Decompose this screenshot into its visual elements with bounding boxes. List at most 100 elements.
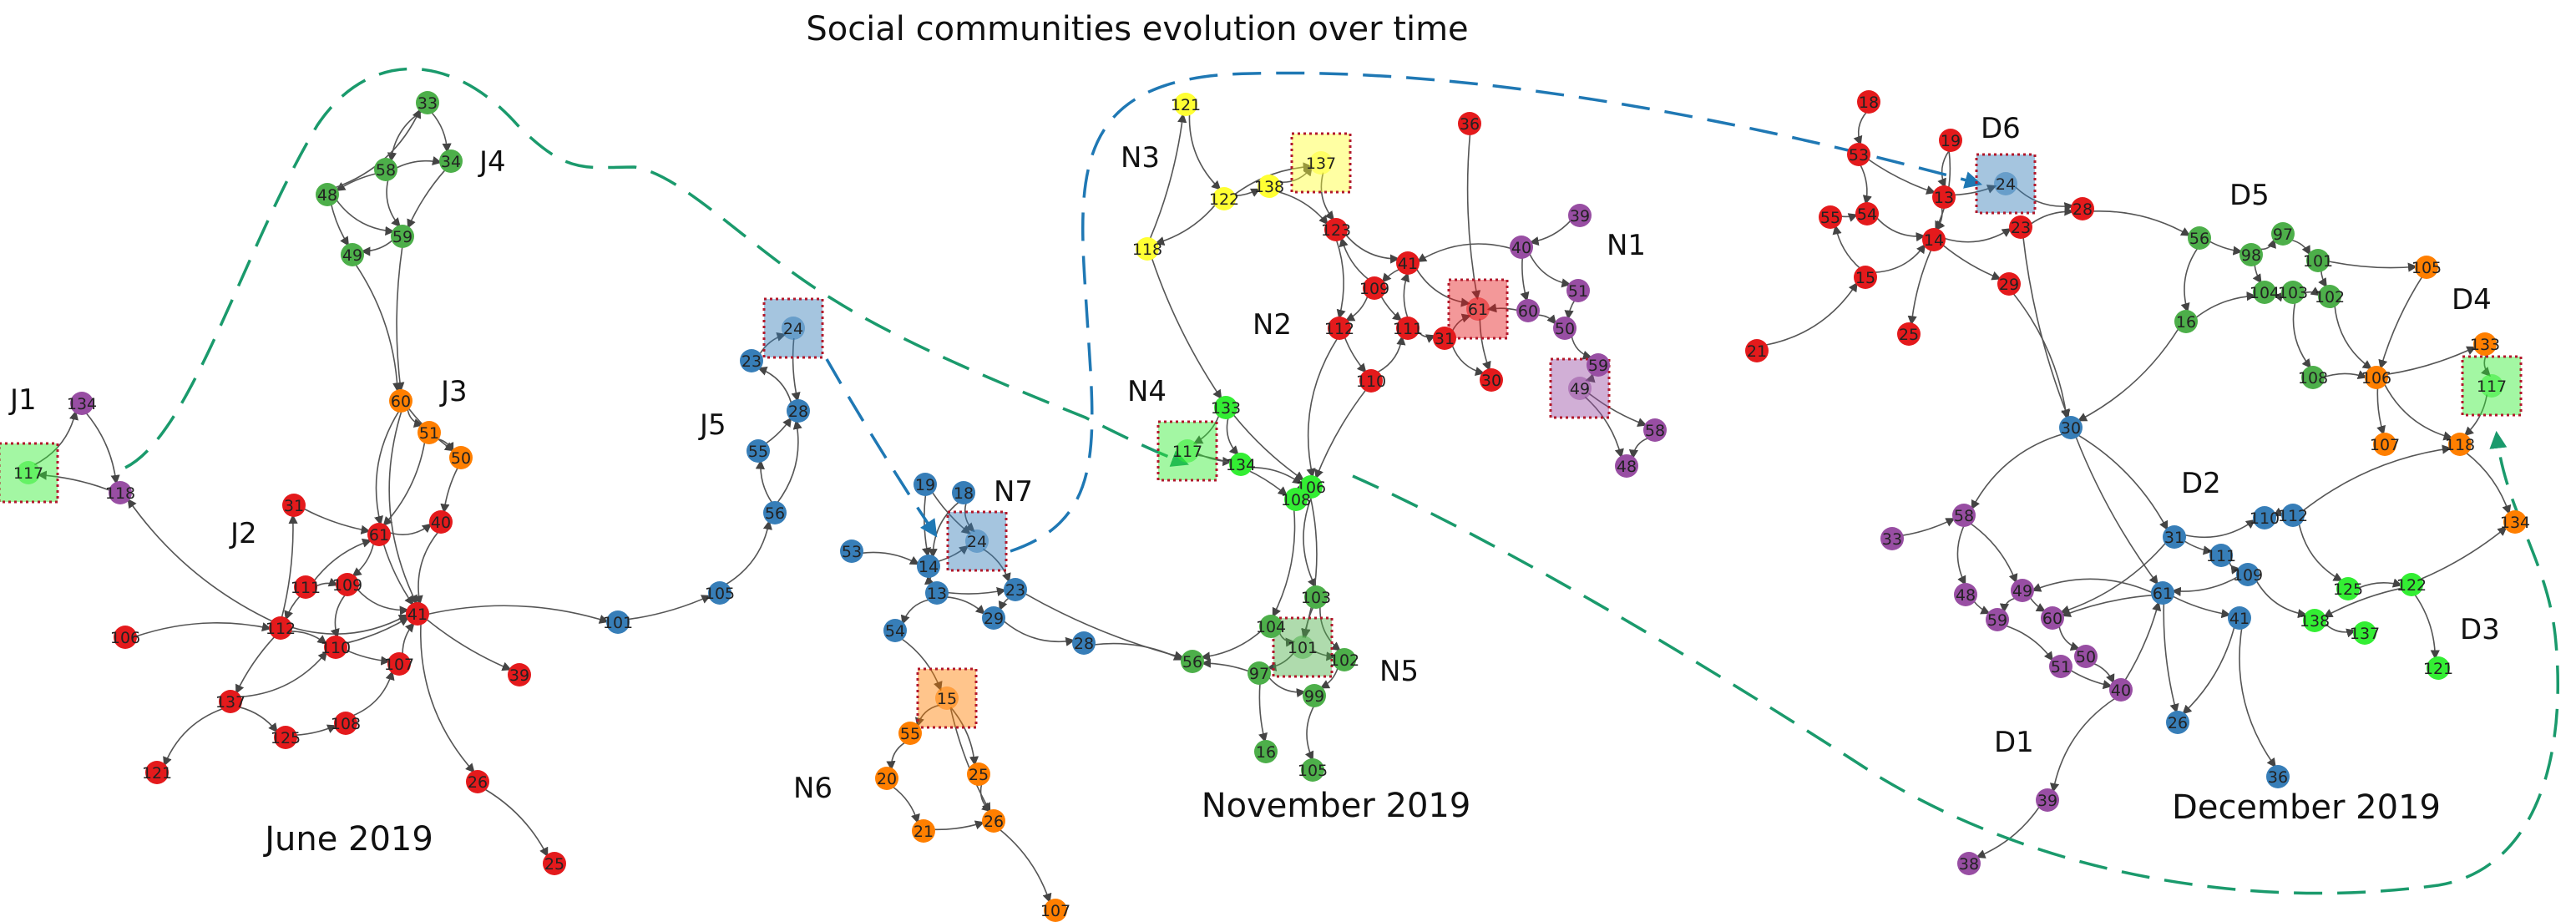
node-dec-101: 101 bbox=[2303, 249, 2333, 272]
node-label-june-60: 60 bbox=[391, 393, 411, 411]
node-circle-nov-26 bbox=[982, 809, 1005, 833]
node-label-nov-39: 39 bbox=[1570, 207, 1590, 225]
node-circle-nov-101 bbox=[1291, 636, 1314, 659]
node-circle-dec-15 bbox=[1854, 266, 1877, 289]
node-circle-dec-29 bbox=[1997, 272, 2021, 296]
node-label-nov-23: 23 bbox=[1005, 581, 1025, 600]
node-circle-june-34 bbox=[439, 149, 463, 173]
node-nov-58: 58 bbox=[1643, 418, 1667, 442]
node-label-nov-20: 20 bbox=[877, 770, 897, 788]
node-june-31: 31 bbox=[282, 494, 306, 517]
edge-nov-49-48 bbox=[1584, 396, 1624, 458]
node-circle-dec-109 bbox=[2236, 563, 2260, 586]
node-circle-dec-134 bbox=[2503, 510, 2527, 534]
node-circle-nov-53 bbox=[840, 540, 863, 563]
node-label-dec-56: 56 bbox=[2189, 230, 2209, 248]
node-circle-dec-25 bbox=[1897, 322, 1921, 346]
node-circle-dec-54 bbox=[1855, 202, 1879, 225]
node-circle-dec-53 bbox=[1847, 143, 1870, 166]
node-label-nov-123: 123 bbox=[1321, 221, 1351, 240]
node-circle-dec-14 bbox=[1922, 228, 1946, 251]
community-label-N7: N7 bbox=[994, 475, 1033, 509]
node-nov-107: 107 bbox=[1040, 899, 1070, 922]
node-circle-june-41 bbox=[406, 602, 429, 626]
node-dec-97: 97 bbox=[2271, 222, 2295, 246]
edge-june-41-26 bbox=[420, 623, 475, 773]
edge-dec-61-26 bbox=[2163, 602, 2179, 714]
node-circle-nov-123 bbox=[1324, 218, 1348, 241]
edge-nov-36-61 bbox=[1466, 133, 1481, 301]
node-circle-june-112 bbox=[269, 616, 292, 640]
edge-june-61-109 bbox=[352, 542, 375, 577]
node-circle-june-55 bbox=[746, 439, 770, 463]
node-label-june-55: 55 bbox=[748, 443, 768, 461]
node-circle-dec-101 bbox=[2306, 249, 2330, 272]
node-label-dec-31: 31 bbox=[2164, 529, 2184, 547]
community-label-N2: N2 bbox=[1253, 308, 1292, 342]
node-label-dec-16: 16 bbox=[2176, 313, 2196, 332]
node-label-dec-40: 40 bbox=[2111, 681, 2131, 700]
edge-june-60-51 bbox=[407, 408, 424, 428]
node-circle-nov-51 bbox=[1566, 279, 1590, 302]
edge-nov-112-110 bbox=[1344, 336, 1367, 373]
edge-nov-106-101 bbox=[1301, 496, 1318, 639]
node-circle-nov-24 bbox=[965, 529, 989, 553]
edge-nov-110-106 bbox=[1314, 388, 1367, 479]
edge-dec-56-16 bbox=[2180, 247, 2199, 313]
node-june-49: 49 bbox=[341, 243, 364, 266]
node-label-nov-121: 121 bbox=[1171, 96, 1201, 114]
node-circle-june-137 bbox=[219, 690, 242, 713]
node-nov-101: 101 bbox=[1288, 636, 1318, 659]
node-label-june-51: 51 bbox=[419, 424, 439, 443]
node-label-june-49: 49 bbox=[342, 246, 362, 265]
community-label-J2: J2 bbox=[229, 517, 257, 550]
node-circle-dec-125 bbox=[2336, 577, 2360, 600]
edge-nov-97-56 bbox=[1201, 658, 1250, 672]
node-circle-dec-49 bbox=[2011, 579, 2034, 602]
node-label-dec-38: 38 bbox=[1959, 855, 1979, 874]
edge-dec-118-134 bbox=[2465, 452, 2512, 515]
community-label-J3: J3 bbox=[439, 375, 468, 408]
edge-june-59-49 bbox=[361, 239, 394, 256]
node-circle-dec-138 bbox=[2303, 609, 2326, 632]
node-june-40: 40 bbox=[429, 510, 453, 534]
node-nov-48: 48 bbox=[1615, 454, 1638, 478]
node-label-june-109: 109 bbox=[332, 576, 362, 595]
node-label-june-108: 108 bbox=[331, 715, 361, 733]
node-label-dec-107: 107 bbox=[2370, 436, 2400, 454]
edge-june-34-59 bbox=[407, 169, 447, 229]
node-circle-nov-134 bbox=[1229, 453, 1253, 476]
edge-dec-108-106 bbox=[2322, 370, 2368, 379]
node-label-nov-49: 49 bbox=[1570, 380, 1590, 398]
node-label-dec-109: 109 bbox=[2233, 566, 2263, 585]
node-label-june-34: 34 bbox=[441, 153, 461, 171]
node-june-121: 121 bbox=[142, 761, 172, 784]
node-nov-121: 121 bbox=[1171, 93, 1201, 116]
node-june-34: 34 bbox=[439, 149, 463, 173]
edge-june-109-41 bbox=[356, 588, 410, 616]
node-label-dec-103: 103 bbox=[2278, 284, 2308, 302]
edge-dec-16-104 bbox=[2194, 291, 2256, 319]
node-label-nov-18: 18 bbox=[954, 484, 974, 503]
node-nov-117: 117 bbox=[1172, 439, 1202, 463]
community-label-D3: D3 bbox=[2460, 613, 2500, 646]
node-label-nov-36: 36 bbox=[1460, 115, 1480, 134]
node-circle-dec-112 bbox=[2281, 504, 2305, 527]
node-nov-13: 13 bbox=[925, 581, 949, 605]
edge-dec-33-58 bbox=[1901, 518, 1956, 537]
edge-nov-133-117 bbox=[1192, 414, 1220, 444]
node-dec-53: 53 bbox=[1847, 143, 1870, 166]
node-label-june-125: 125 bbox=[271, 729, 301, 747]
node-dec-112: 112 bbox=[2278, 504, 2308, 527]
node-dec-134: 134 bbox=[2500, 510, 2530, 534]
node-label-june-56: 56 bbox=[765, 504, 785, 523]
node-circle-nov-107 bbox=[1044, 899, 1067, 922]
node-circle-nov-16 bbox=[1254, 740, 1278, 763]
node-circle-dec-56 bbox=[2188, 226, 2211, 250]
node-circle-nov-61 bbox=[1466, 297, 1490, 321]
node-circle-nov-99 bbox=[1303, 684, 1326, 707]
node-circle-dec-97 bbox=[2271, 222, 2295, 246]
edge-dec-41-36 bbox=[2239, 627, 2276, 768]
node-label-nov-16: 16 bbox=[1256, 743, 1276, 762]
node-dec-19: 19 bbox=[1939, 129, 1962, 152]
